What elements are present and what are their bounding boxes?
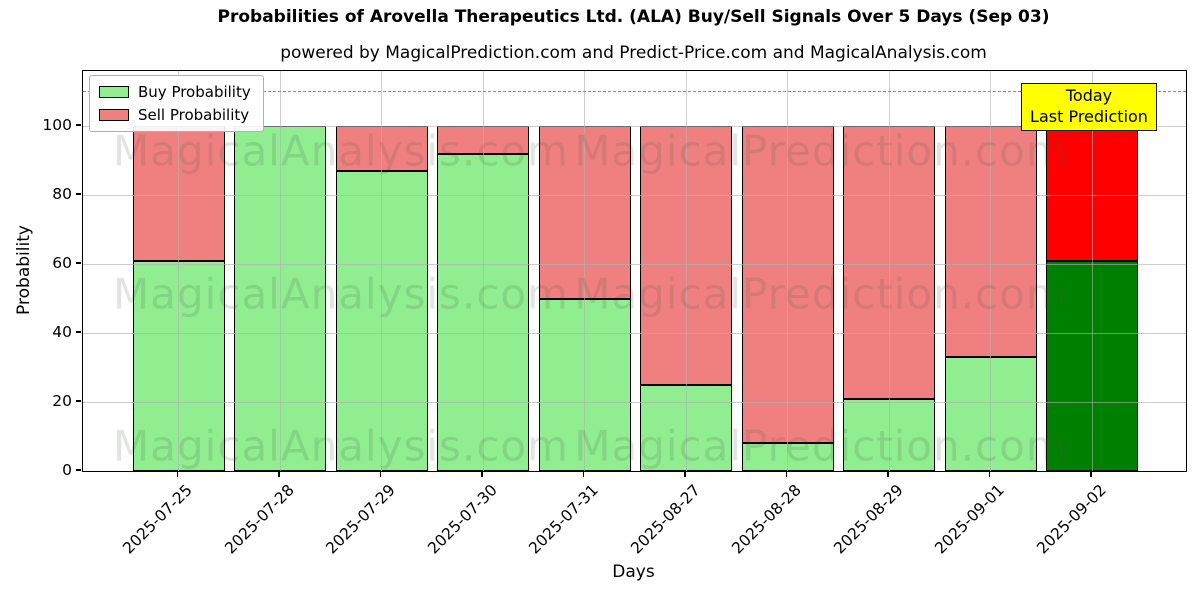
y-tick-label: 0 <box>62 461 72 479</box>
chart-subtitle: powered by MagicalPrediction.com and Pre… <box>280 43 987 63</box>
y-tick-mark <box>76 400 81 402</box>
legend: Buy Probability Sell Probability <box>89 75 264 132</box>
x-tick-label: 2025-08-29 <box>830 481 907 558</box>
gridline-x <box>990 71 991 471</box>
y-tick-mark <box>76 469 81 471</box>
gridline-x <box>482 71 484 471</box>
today-annotation-line1: Today <box>1065 86 1113 105</box>
x-tick-label: 2025-08-28 <box>728 481 806 558</box>
x-tick-label: 2025-07-31 <box>525 481 603 558</box>
y-tick-label: 20 <box>52 392 72 411</box>
x-tick-mark <box>481 472 483 477</box>
gridline-x <box>1091 71 1093 471</box>
y-tick-label: 100 <box>42 116 72 135</box>
x-tick-mark <box>684 472 686 477</box>
watermark-text: MagicalPrediction.com <box>574 269 1068 319</box>
legend-item-0: Buy Probability <box>99 83 251 101</box>
legend-item-1: Sell Probability <box>99 106 251 124</box>
legend-label: Sell Probability <box>138 106 250 124</box>
x-tick-mark <box>887 472 889 477</box>
y-tick-label: 40 <box>52 323 72 342</box>
gridline-y-60 <box>83 264 1186 266</box>
x-tick-label: 2025-08-27 <box>627 481 704 558</box>
gridline-x <box>381 71 382 471</box>
x-tick-mark <box>988 472 991 477</box>
gridline-x <box>178 71 179 471</box>
gridline-x <box>584 71 585 471</box>
watermark-text: MagicalAnalysis.com <box>113 269 569 319</box>
threshold-dashed-line <box>83 90 1186 92</box>
x-tick-label: 2025-07-28 <box>221 481 298 558</box>
gridline-y-80 <box>83 195 1186 197</box>
x-tick-mark <box>176 472 179 477</box>
y-tick-mark <box>76 262 81 264</box>
gridline-x <box>279 71 281 471</box>
y-axis-label: Probability <box>14 225 34 315</box>
watermark-text: MagicalPrediction.com <box>574 126 1068 176</box>
gridline-x <box>787 71 788 471</box>
legend-label: Buy Probability <box>138 83 251 101</box>
legend-swatch <box>99 86 129 98</box>
x-tick-mark <box>1090 472 1092 477</box>
gridline-x <box>888 71 890 471</box>
legend-swatch <box>99 109 129 121</box>
x-tick-label: 2025-09-02 <box>1033 481 1110 558</box>
watermark-text: MagicalAnalysis.com <box>113 421 569 471</box>
gridline-x <box>685 71 687 471</box>
watermark-text: MagicalPrediction.com <box>574 421 1068 471</box>
gridline-y-100 <box>83 126 1186 128</box>
watermark-text: MagicalAnalysis.com <box>113 126 569 176</box>
gridline-y-20 <box>83 402 1186 404</box>
gridline-y-40 <box>83 333 1186 335</box>
y-tick-mark <box>76 331 81 333</box>
y-tick-label: 60 <box>52 254 72 273</box>
x-tick-label: 2025-07-29 <box>322 481 400 558</box>
x-tick-label: 2025-07-30 <box>424 481 501 558</box>
x-tick-mark <box>278 472 280 477</box>
x-tick-mark <box>582 472 585 477</box>
y-tick-mark <box>76 124 81 126</box>
today-annotation: Today Last Prediction <box>1021 83 1157 131</box>
x-tick-mark <box>379 472 382 477</box>
today-annotation-line2: Last Prediction <box>1030 107 1148 126</box>
y-tick-label: 80 <box>52 185 72 204</box>
y-tick-mark <box>76 193 81 195</box>
plot-area: MagicalAnalysis.com MagicalAnalysis.com Ma… <box>82 70 1187 472</box>
x-axis-label: Days <box>612 562 655 582</box>
x-tick-label: 2025-09-01 <box>931 481 1009 558</box>
x-tick-mark <box>785 472 788 477</box>
chart-title: Probabilities of Arovella Therapeutics L… <box>217 7 1050 27</box>
x-tick-label: 2025-07-25 <box>119 481 197 558</box>
